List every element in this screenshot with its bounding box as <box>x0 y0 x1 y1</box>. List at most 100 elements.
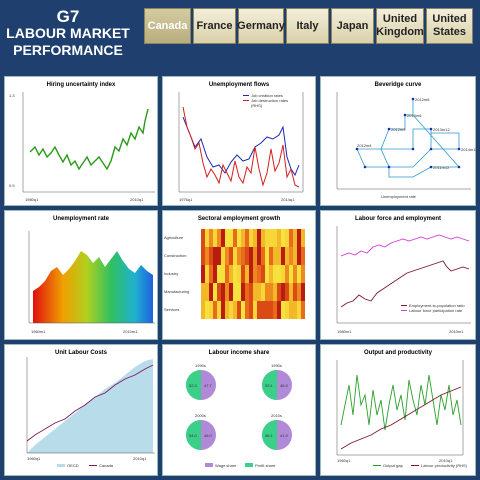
svg-text:1960q1: 1960q1 <box>27 456 41 461</box>
heatmap-cell <box>281 283 285 301</box>
heatmap-cell <box>237 265 241 283</box>
bev-point-4: 2013m12 <box>433 127 450 132</box>
bev-point-2: 2013m6 <box>407 113 422 118</box>
heatmap-cell <box>217 265 221 283</box>
heatmap-cell <box>237 229 241 247</box>
heatmap-cell <box>253 247 257 265</box>
lf-legend-2: Labour force participation rate <box>409 308 463 313</box>
heatmap-cell <box>229 265 233 283</box>
heatmap-cell <box>293 265 297 283</box>
heatmap-cell <box>301 283 305 301</box>
heatmap-cell <box>301 265 305 283</box>
pie3-a: 54.0 <box>189 433 198 438</box>
heatmap-cell <box>253 265 257 283</box>
heatmap-cell <box>281 265 285 283</box>
unemployment-rate-panel[interactable]: Unemployment rate 1960m1 2010m1 <box>4 210 158 340</box>
heatmap-cell <box>297 247 301 265</box>
tab-france[interactable]: France <box>193 8 236 44</box>
heatmap-cell <box>205 283 209 301</box>
heatmap-cell <box>261 283 265 301</box>
labour-income-share-panel[interactable]: Labour income share 1990s 52.3 47.7 1990… <box>162 344 316 476</box>
hiring-chart: 1.3 0.9 1980q1 2010q1 <box>9 92 155 202</box>
svg-text:1980q1: 1980q1 <box>25 197 39 202</box>
unemployment-flows-panel[interactable]: Unemployment flows Job creation rates Jo… <box>162 76 316 206</box>
heatmap-cell <box>209 283 213 301</box>
lf-title: Labour force and employment <box>354 216 441 222</box>
dashboard-grid: Hiring uncertainty index 1.3 0.9 1980q1 … <box>4 76 477 476</box>
output-productivity-panel[interactable]: Output and productivity Output gap Labou… <box>320 344 476 476</box>
heatmap-cell <box>241 229 245 247</box>
lf-chart: Employment-to-population ratio Labour fo… <box>336 226 471 334</box>
tab-united-kingdom[interactable]: United Kingdom <box>376 8 424 44</box>
unemp-rate-title: Unemployment rate <box>52 216 109 222</box>
heatmap-cell <box>201 247 205 265</box>
heatmap-cell <box>257 301 261 319</box>
heatmap-cell <box>233 283 237 301</box>
beveridge-title: Beveridge curve <box>374 82 422 88</box>
flows-legend-3: (RHS) <box>251 103 263 108</box>
heatmap-cell <box>237 283 241 301</box>
heatmap-cell <box>261 229 265 247</box>
pie1-year: 1990s <box>195 363 206 368</box>
heatmap-cell <box>301 301 305 319</box>
heatmap-cell <box>265 283 269 301</box>
heatmap-cell <box>213 265 217 283</box>
sectoral-employment-panel[interactable]: Sectoral employment growth Agriculture C… <box>162 210 316 340</box>
heatmap-cell <box>261 247 265 265</box>
svg-text:2010q1: 2010q1 <box>133 456 147 461</box>
pie2-b: 46.9 <box>280 383 289 388</box>
beveridge-curve-panel[interactable]: Beveridge curve 2012m6 2013m6 2012m9 201… <box>320 76 477 206</box>
tab-germany[interactable]: Germany <box>237 8 285 44</box>
heatmap-cell <box>273 247 277 265</box>
svg-text:0.9: 0.9 <box>9 183 15 188</box>
heatmap-cell <box>229 283 233 301</box>
heatmap-cell <box>229 247 233 265</box>
tab-canada[interactable]: Canada <box>144 8 191 44</box>
svg-text:2010q1: 2010q1 <box>439 458 453 463</box>
svg-text:2014q1: 2014q1 <box>281 197 295 202</box>
output-legend-1: Output gap <box>383 463 404 468</box>
heatmap-cell <box>269 229 273 247</box>
flows-title: Unemployment flows <box>208 82 270 88</box>
heatmap-cell <box>201 265 205 283</box>
bev-point-3: 2012m9 <box>391 127 406 132</box>
pie1-b: 47.7 <box>204 383 213 388</box>
svg-text:1976q1: 1976q1 <box>179 197 193 202</box>
tab-japan[interactable]: Japan <box>331 8 374 44</box>
heatmap-cell <box>221 247 225 265</box>
hiring-title: Hiring uncertainty index <box>46 82 116 88</box>
heatmap-cell <box>293 283 297 301</box>
heatmap-cell <box>273 301 277 319</box>
heatmap-cell <box>269 283 273 301</box>
output-chart: Output gap Labour productivity (RHS) 196… <box>336 360 468 468</box>
heatmap-cell <box>265 301 269 319</box>
heatmap-cell <box>265 229 269 247</box>
heatmap-cell <box>277 229 281 247</box>
unemp-rate-chart: 1960m1 2010m1 <box>28 231 155 334</box>
tab-united-states[interactable]: United States <box>426 8 473 44</box>
heatmap-cell <box>297 301 301 319</box>
heatmap-cell <box>233 301 237 319</box>
heatmap-cell <box>257 265 261 283</box>
pie2-year: 1990s <box>271 363 282 368</box>
hiring-uncertainty-panel[interactable]: Hiring uncertainty index 1.3 0.9 1980q1 … <box>4 76 158 206</box>
heatmap-cell <box>225 247 229 265</box>
heatmap-cell <box>205 265 209 283</box>
heatmap-cell <box>285 229 289 247</box>
heatmap-cell <box>273 265 277 283</box>
unit-labour-costs-panel[interactable]: Unit Labour Costs OECD Canada 1960q1 201… <box>4 344 158 476</box>
pie3-year: 2000s <box>195 413 206 418</box>
labour-force-panel[interactable]: Labour force and employment Employment-t… <box>320 210 476 340</box>
heatmap-cell <box>297 229 301 247</box>
heatmap-cell <box>301 247 305 265</box>
heatmap-cell <box>233 265 237 283</box>
heatmap-cell <box>253 229 257 247</box>
heatmap-cell <box>249 265 253 283</box>
heatmap-cell <box>225 283 229 301</box>
heatmap-cell <box>217 229 221 247</box>
tab-italy[interactable]: Italy <box>286 8 329 44</box>
heatmap-cell <box>269 301 273 319</box>
pie1-a: 52.3 <box>189 383 198 388</box>
heatmap-cell <box>221 301 225 319</box>
heatmap-cell <box>281 301 285 319</box>
